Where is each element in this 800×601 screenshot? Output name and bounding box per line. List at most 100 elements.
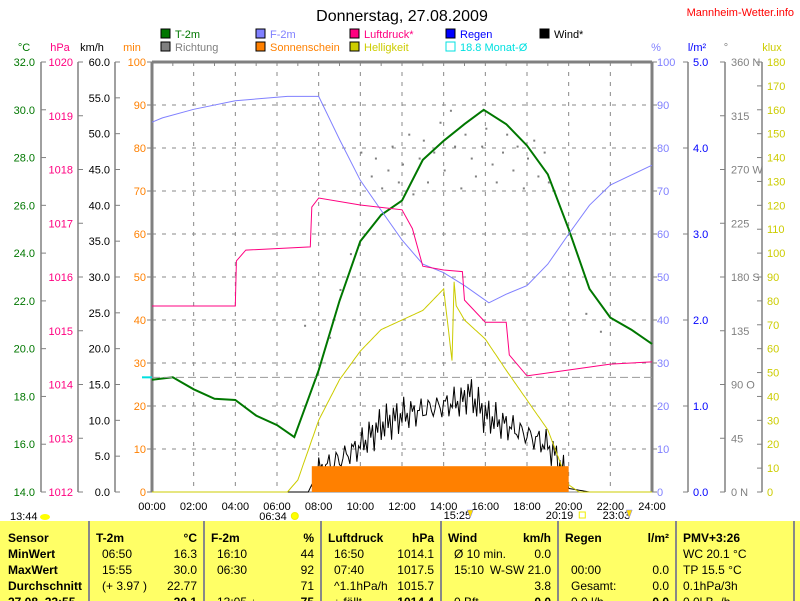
direction-point (506, 133, 509, 136)
brand-link[interactable]: Mannheim-Wetter.info (687, 7, 794, 19)
col-f2m: F-2m% 16:10 44 06:30 92 71 13:05 ↓ 75 (205, 521, 322, 601)
pmv-value: 0.0l.B. /h (683, 594, 730, 601)
legend-label: 18.8 Monat-Ø (460, 42, 528, 54)
tick-label-press: 1017 (49, 218, 73, 230)
x-tick-label: 14:00 (430, 501, 458, 513)
tick-label-press: 1012 (49, 487, 73, 499)
direction-point (516, 145, 519, 148)
direction-point (449, 109, 452, 112)
direction-point (599, 330, 602, 333)
tick-label-hum: 90 (657, 100, 669, 112)
f2m-value: 44 (300, 547, 314, 561)
direction-point (427, 181, 429, 184)
t2m-time: 06:50 (102, 547, 133, 561)
unit-label-wind: km/h (80, 42, 104, 54)
x-tick-label: 12:00 (388, 501, 416, 513)
direction-point (370, 175, 373, 178)
marker-time-moonphase: 15:25 (444, 510, 472, 521)
tick-label-dir: 45 (731, 433, 743, 445)
tick-label-lux: 0 (767, 487, 773, 499)
tick-label-wind: 10.0 (89, 415, 110, 427)
tick-label-lux: 10 (767, 463, 779, 475)
direction-point (502, 151, 504, 154)
t2m-value: 20.1 (174, 594, 197, 601)
markers: 13:44 06:34 15:25 20:19 23:03 (10, 509, 633, 521)
direction-point (443, 169, 446, 172)
x-tick-label: 10:00 (347, 501, 375, 513)
axis-units: °C hPa km/h min% l/m² ° klux (18, 42, 782, 54)
rain-time: 00:00 (571, 563, 602, 577)
tick-label-wind: 5.0 (95, 451, 110, 463)
f2m-time: 06:30 (217, 563, 248, 577)
direction-point (439, 121, 442, 124)
legend-label: F-2m (270, 29, 296, 41)
direction-point (474, 175, 477, 178)
f2m-unit: % (303, 531, 314, 545)
direction-point (495, 181, 498, 184)
tick-label-temp: 28.0 (14, 153, 35, 165)
tick-label-sun: 20 (134, 401, 146, 413)
f2m-header: F-2m (211, 531, 240, 545)
marker-time-moon-rise: 13:44 (10, 511, 38, 521)
tick-label-wind: 55.0 (89, 93, 110, 105)
legend-swatch (160, 41, 171, 52)
direction-point (433, 151, 436, 154)
direction-point (391, 145, 394, 148)
rain-value: 0.0 (652, 563, 669, 577)
tick-label-temp: 20.0 (14, 344, 35, 356)
direction-point (402, 163, 404, 166)
direction-point (304, 324, 307, 327)
legend-label: Wind* (554, 29, 584, 41)
tick-label-lux: 80 (767, 296, 779, 308)
tick-label-sun: 100 (128, 57, 146, 69)
tick-label-dir: 360 N (731, 57, 760, 69)
legend-swatch (539, 28, 550, 39)
t2m-value: 16.3 (173, 547, 197, 561)
legend-swatch (255, 41, 266, 52)
marker-time-moonset: 23:03 (603, 510, 631, 521)
direction-point (481, 145, 484, 148)
legend-swatch (160, 28, 171, 39)
col-t2m: T-2m °C 06:50 16.3 15:55 30.0 (+ 3.97 ) 22.7720… (90, 521, 205, 601)
wind-time: Ø 10 min. (454, 547, 507, 561)
rain-value: 0.0 (652, 594, 669, 601)
tick-label-wind: 25.0 (89, 308, 110, 320)
t2m-unit: °C (183, 531, 197, 545)
direction-point (412, 193, 415, 196)
x-tick-label: 22:00 (597, 501, 625, 513)
x-tick-label: 00:00 (138, 501, 166, 513)
direction-point (527, 157, 529, 160)
row-label: MaxWert (8, 563, 58, 577)
sunset-icon (578, 511, 586, 519)
direction-point (522, 187, 525, 190)
wind-value: 0.0 (534, 547, 551, 561)
pmv-value: WC 20.1 °C (683, 547, 747, 561)
legend-label: Regen (460, 29, 492, 41)
series (142, 95, 653, 493)
tick-label-temp: 24.0 (14, 248, 35, 260)
row-label: Durchschnitt (8, 579, 83, 593)
x-tick-label: 20:00 (555, 501, 583, 513)
direction-point (485, 127, 488, 130)
tick-label-rain: 3.0 (693, 229, 708, 241)
tick-label-rain: 0.0 (693, 487, 708, 499)
x-tick-label: 04:00 (222, 501, 250, 513)
tick-label-lux: 90 (767, 272, 779, 284)
direction-point (547, 181, 550, 184)
moonset-icon (625, 509, 633, 519)
direction-point (470, 157, 473, 160)
unit-label-dir: ° (724, 42, 728, 54)
col-sensor: Sensor MinWert MaxWert Durchschnitt27.08. 2… (0, 521, 90, 601)
rain-value: 0.0 (652, 579, 669, 593)
direction-point (349, 253, 352, 256)
tick-label-rain: 2.0 (693, 315, 708, 327)
tick-label-wind: 60.0 (89, 57, 110, 69)
tick-label-sun: 60 (134, 229, 146, 241)
legend-label: Richtung (175, 42, 218, 54)
tick-label-press: 1014 (49, 380, 73, 392)
tick-label-wind: 15.0 (89, 380, 110, 392)
pmv-value: TP 15.5 °C (683, 563, 742, 577)
legend-label: Sonnenschein (270, 42, 340, 54)
legend-swatch (445, 28, 456, 39)
direction-point (512, 169, 515, 172)
